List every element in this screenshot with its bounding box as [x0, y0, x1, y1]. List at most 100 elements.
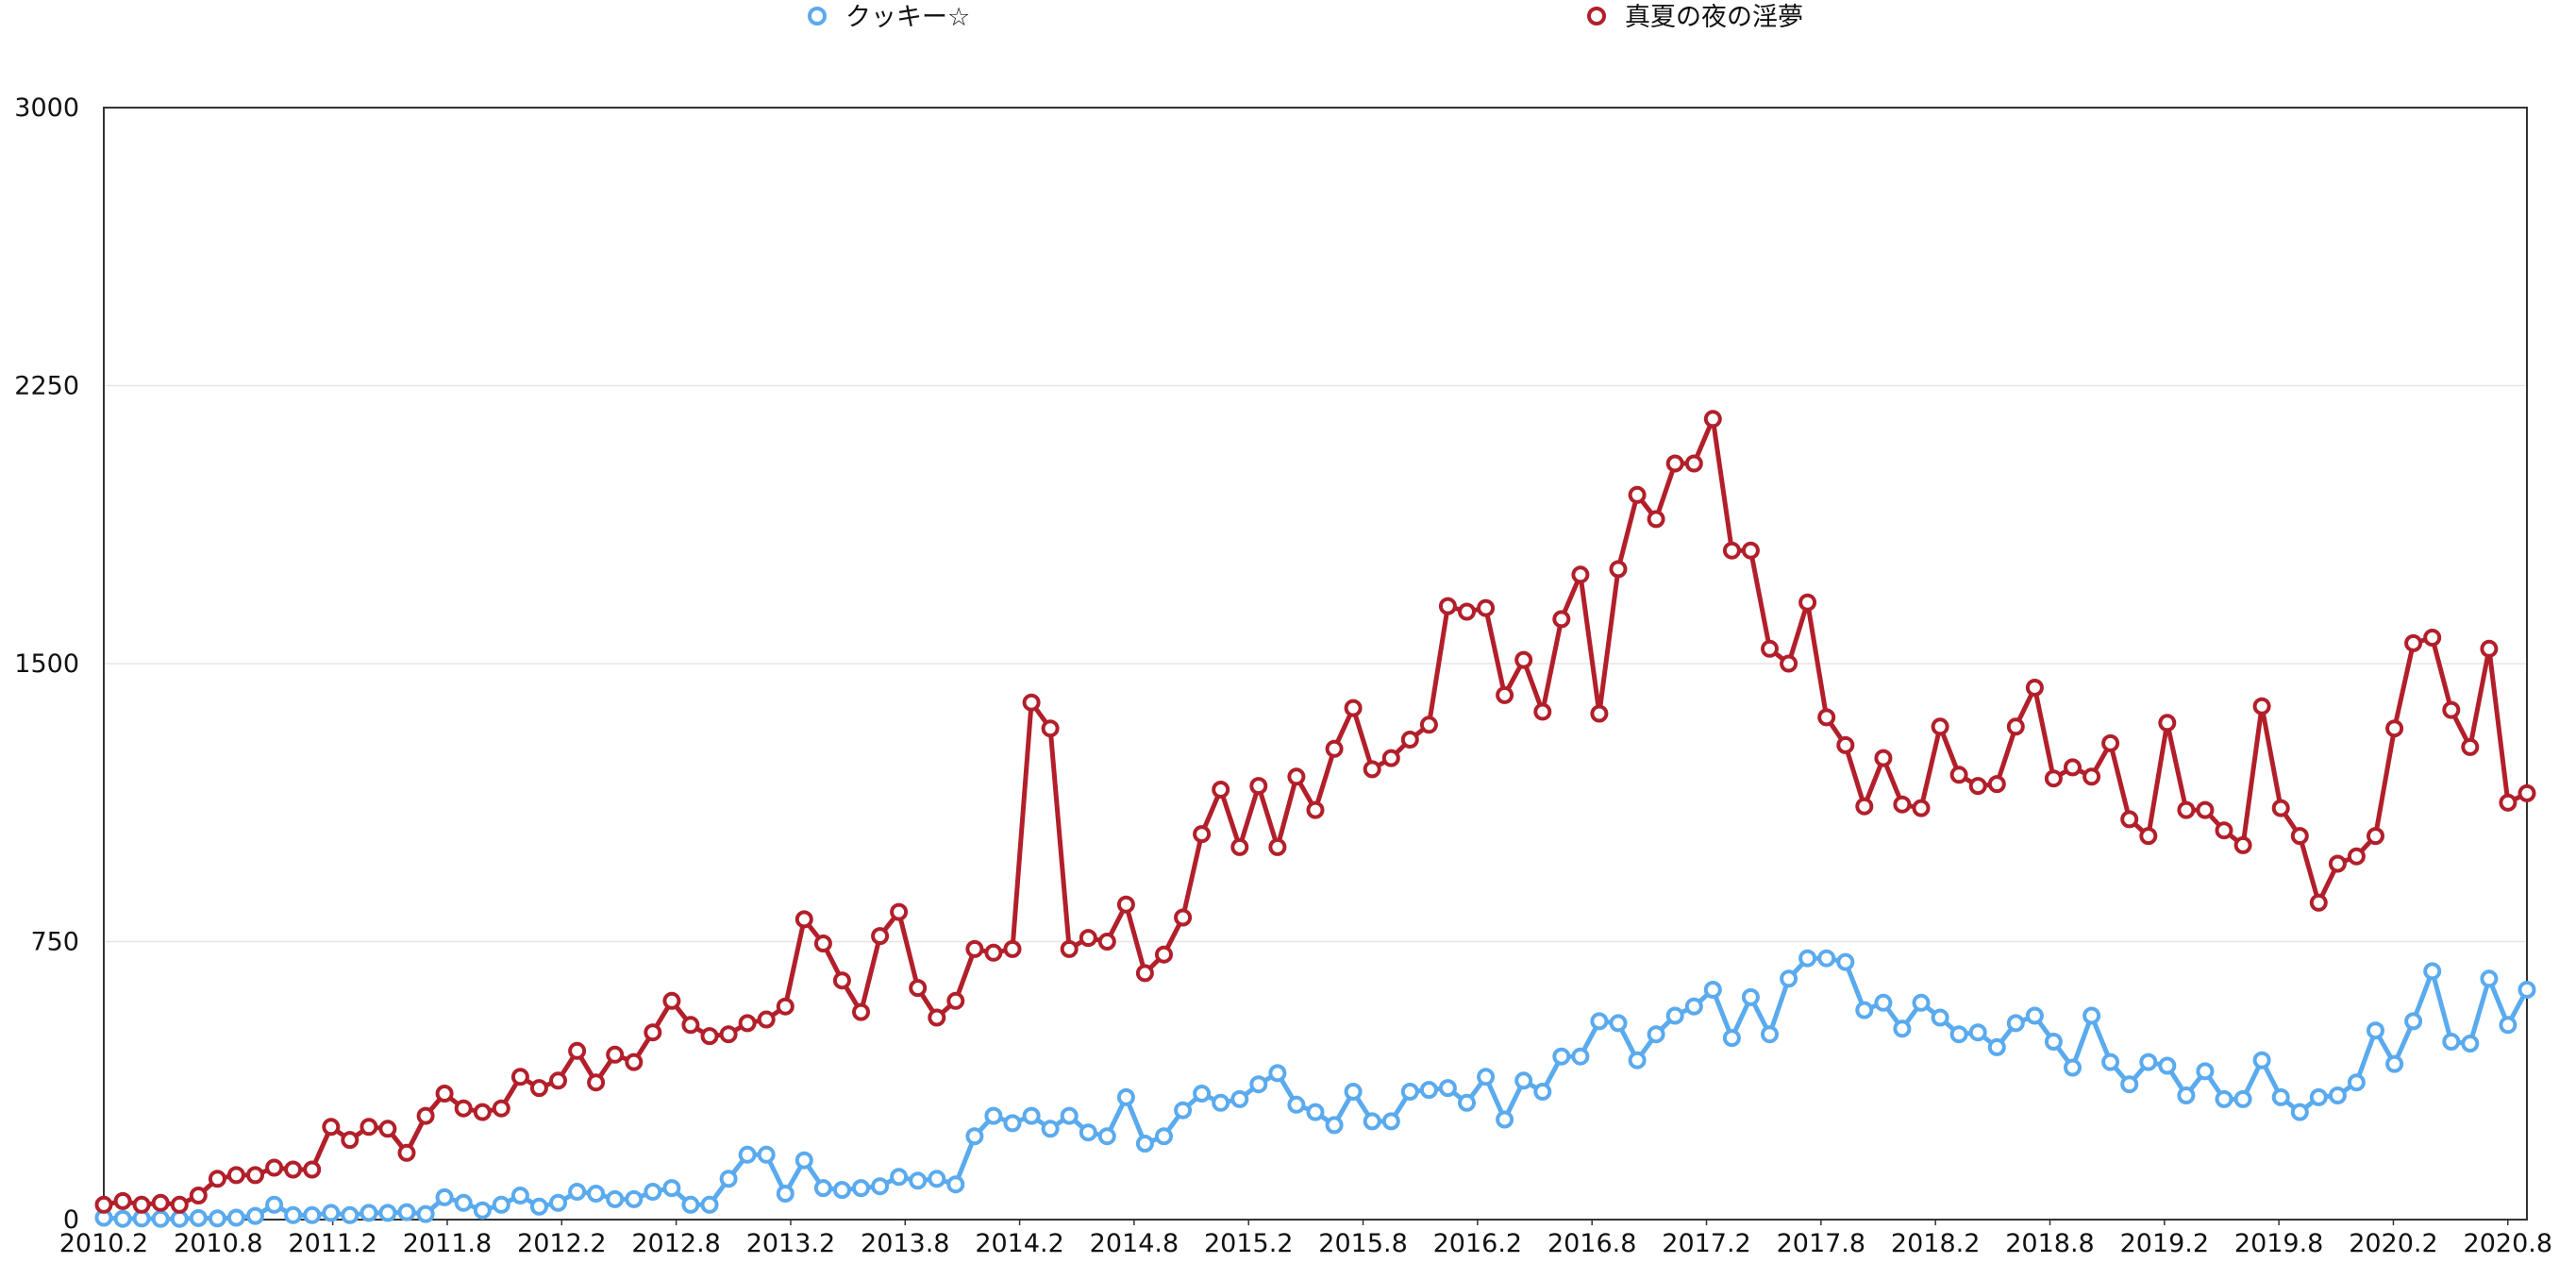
- data-point[interactable]: [1438, 597, 1457, 615]
- data-point[interactable]: [1912, 993, 1931, 1012]
- data-point[interactable]: [1722, 1029, 1741, 1048]
- data-point[interactable]: [1590, 704, 1609, 723]
- data-point[interactable]: [625, 1053, 644, 1071]
- data-point[interactable]: [2309, 1087, 2328, 1106]
- data-point[interactable]: [1097, 1127, 1116, 1146]
- data-point[interactable]: [2233, 835, 2252, 854]
- data-point[interactable]: [1514, 1071, 1533, 1090]
- data-point[interactable]: [776, 997, 795, 1016]
- data-point[interactable]: [832, 971, 851, 990]
- data-point[interactable]: [1135, 964, 1154, 983]
- data-point[interactable]: [1987, 775, 2006, 794]
- data-point[interactable]: [1987, 1037, 2006, 1056]
- data-point[interactable]: [1400, 731, 1419, 749]
- data-point[interactable]: [435, 1187, 454, 1206]
- data-point[interactable]: [1174, 1101, 1193, 1120]
- data-point[interactable]: [1041, 719, 1060, 738]
- data-point[interactable]: [2404, 633, 2423, 652]
- data-point[interactable]: [454, 1193, 473, 1212]
- data-point[interactable]: [1665, 1006, 1684, 1025]
- data-point[interactable]: [473, 1103, 492, 1121]
- data-point[interactable]: [1761, 639, 1779, 658]
- data-point[interactable]: [700, 1027, 719, 1046]
- data-point[interactable]: [1060, 939, 1079, 958]
- data-point[interactable]: [510, 1068, 529, 1086]
- data-point[interactable]: [946, 991, 965, 1010]
- data-point[interactable]: [226, 1208, 245, 1227]
- data-point[interactable]: [852, 1179, 870, 1198]
- data-point[interactable]: [322, 1118, 341, 1137]
- data-point[interactable]: [246, 1206, 264, 1225]
- data-point[interactable]: [1363, 760, 1381, 779]
- data-point[interactable]: [1552, 1047, 1571, 1066]
- data-point[interactable]: [2025, 1006, 2044, 1025]
- data-point[interactable]: [1874, 993, 1893, 1012]
- data-point[interactable]: [1912, 799, 1931, 817]
- data-point[interactable]: [1249, 777, 1268, 796]
- data-point[interactable]: [2083, 1006, 2101, 1025]
- data-point[interactable]: [454, 1099, 473, 1118]
- data-point[interactable]: [795, 1151, 813, 1170]
- data-point[interactable]: [1874, 749, 1893, 767]
- data-point[interactable]: [644, 1183, 662, 1201]
- data-point[interactable]: [1893, 1019, 1912, 1038]
- data-point[interactable]: [757, 1145, 776, 1164]
- data-point[interactable]: [1268, 837, 1287, 856]
- data-point[interactable]: [360, 1204, 378, 1222]
- data-point[interactable]: [1419, 716, 1438, 734]
- data-point[interactable]: [94, 1195, 113, 1214]
- data-point[interactable]: [1533, 702, 1552, 721]
- data-point[interactable]: [2290, 827, 2309, 846]
- data-point[interactable]: [852, 1002, 870, 1021]
- data-point[interactable]: [2367, 827, 2384, 846]
- data-point[interactable]: [416, 1204, 435, 1223]
- data-point[interactable]: [435, 1085, 454, 1103]
- data-point[interactable]: [1400, 1083, 1419, 1101]
- data-point[interactable]: [1609, 560, 1628, 579]
- data-point[interactable]: [2196, 800, 2215, 819]
- data-point[interactable]: [1684, 454, 1703, 473]
- data-point[interactable]: [397, 1203, 416, 1221]
- data-point[interactable]: [2328, 854, 2347, 873]
- data-point[interactable]: [2252, 697, 2271, 716]
- data-point[interactable]: [1893, 795, 1912, 814]
- data-point[interactable]: [246, 1166, 264, 1185]
- data-point[interactable]: [1609, 1014, 1628, 1033]
- data-point[interactable]: [113, 1191, 132, 1210]
- data-point[interactable]: [170, 1209, 189, 1228]
- data-point[interactable]: [1761, 1025, 1779, 1044]
- data-point[interactable]: [1230, 1089, 1249, 1108]
- data-point[interactable]: [1514, 650, 1533, 669]
- data-point[interactable]: [1325, 739, 1344, 758]
- data-point[interactable]: [1628, 1051, 1647, 1069]
- data-point[interactable]: [1306, 800, 1325, 819]
- data-point[interactable]: [397, 1143, 416, 1162]
- data-point[interactable]: [265, 1195, 284, 1214]
- data-point[interactable]: [965, 939, 984, 958]
- data-point[interactable]: [1041, 1120, 1060, 1138]
- data-point[interactable]: [529, 1197, 548, 1216]
- data-point[interactable]: [284, 1205, 303, 1224]
- data-point[interactable]: [1571, 1047, 1590, 1066]
- data-point[interactable]: [1155, 1127, 1173, 1146]
- data-point[interactable]: [1381, 749, 1400, 767]
- data-point[interactable]: [606, 1045, 625, 1064]
- data-point[interactable]: [1458, 1093, 1476, 1112]
- data-point[interactable]: [946, 1175, 965, 1194]
- data-point[interactable]: [303, 1160, 322, 1179]
- data-point[interactable]: [1212, 781, 1230, 799]
- data-point[interactable]: [909, 1171, 928, 1190]
- data-point[interactable]: [2347, 847, 2366, 866]
- data-point[interactable]: [700, 1195, 719, 1214]
- data-point[interactable]: [1647, 510, 1665, 529]
- data-point[interactable]: [2252, 1051, 2271, 1069]
- data-point[interactable]: [2461, 737, 2480, 756]
- data-point[interactable]: [416, 1106, 435, 1125]
- data-point[interactable]: [1079, 1123, 1097, 1142]
- data-point[interactable]: [170, 1195, 189, 1214]
- data-point[interactable]: [681, 1016, 700, 1035]
- data-point[interactable]: [2215, 821, 2233, 840]
- data-point[interactable]: [1817, 949, 1836, 968]
- data-point[interactable]: [1780, 654, 1798, 673]
- data-point[interactable]: [984, 943, 1003, 962]
